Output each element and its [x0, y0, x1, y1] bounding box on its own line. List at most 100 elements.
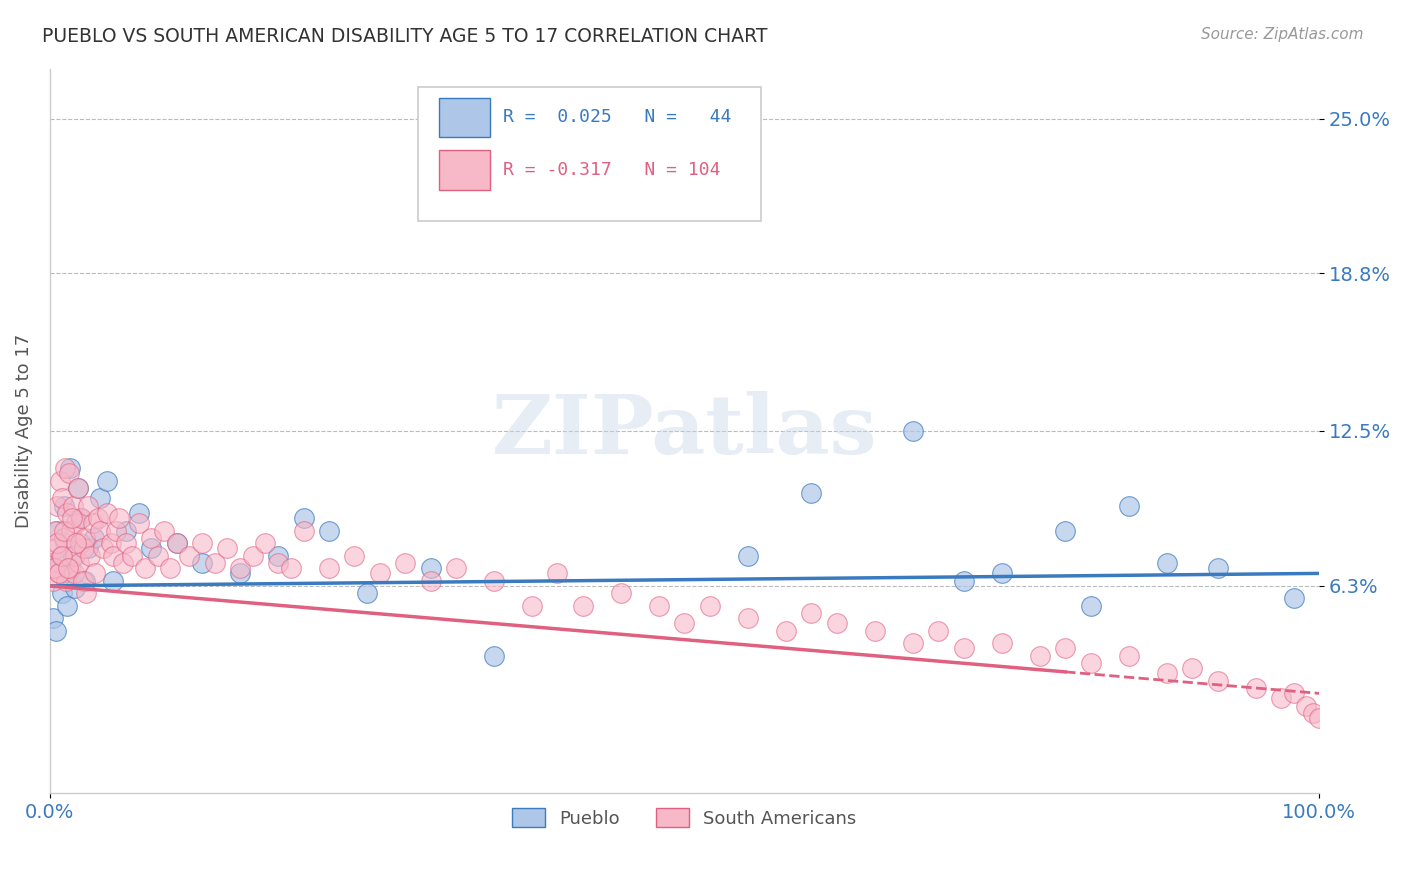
Point [1118, 499, 1140, 513]
Point [1054, 524, 1077, 538]
Point [292, 524, 315, 538]
Text: Source: ZipAtlas.com: Source: ZipAtlas.com [1201, 27, 1364, 42]
Point [1080, 599, 1102, 613]
Point [79, 549, 101, 563]
Point [42, 611, 65, 625]
Point [96, 474, 118, 488]
Point [60, 524, 83, 538]
Point [356, 586, 378, 600]
Point [737, 549, 759, 563]
Point [1308, 711, 1330, 725]
Point [53, 461, 76, 475]
Point [62, 566, 84, 581]
Point [66, 482, 89, 496]
Point [66, 482, 89, 496]
Point [648, 599, 671, 613]
Point [444, 561, 467, 575]
Point [991, 636, 1014, 650]
Point [70, 511, 93, 525]
Point [217, 541, 239, 556]
Point [1282, 591, 1305, 606]
Point [901, 424, 924, 438]
Point [191, 557, 214, 571]
Point [927, 624, 949, 638]
Point [1244, 681, 1267, 696]
Point [572, 599, 595, 613]
Point [280, 561, 302, 575]
Point [482, 574, 505, 588]
Point [42, 561, 65, 575]
Point [1302, 706, 1324, 721]
Point [153, 524, 176, 538]
Point [318, 561, 340, 575]
Point [800, 486, 823, 500]
Point [121, 549, 143, 563]
Point [76, 499, 98, 513]
Point [45, 541, 67, 556]
Point [800, 607, 823, 621]
Point [101, 549, 124, 563]
Text: PUEBLO VS SOUTH AMERICAN DISABILITY AGE 5 TO 17 CORRELATION CHART: PUEBLO VS SOUTH AMERICAN DISABILITY AGE … [42, 27, 768, 45]
Point [901, 636, 924, 650]
Point [49, 549, 72, 563]
Point [53, 524, 76, 538]
Point [1295, 698, 1317, 713]
Point [166, 536, 188, 550]
Point [146, 549, 169, 563]
Point [204, 557, 226, 571]
Point [112, 557, 135, 571]
Point [991, 566, 1014, 581]
Point [134, 561, 156, 575]
Point [49, 557, 72, 571]
Point [952, 641, 974, 656]
Point [46, 524, 69, 538]
Point [610, 586, 633, 600]
Point [419, 574, 441, 588]
Point [343, 549, 366, 563]
Point [48, 566, 70, 581]
Point [44, 524, 66, 538]
Point [191, 536, 214, 550]
Point [65, 536, 87, 550]
Point [72, 574, 94, 588]
Point [825, 616, 848, 631]
Point [100, 536, 122, 550]
Point [242, 549, 264, 563]
Point [55, 574, 77, 588]
Point [775, 624, 797, 638]
Point [1156, 557, 1178, 571]
Point [104, 524, 127, 538]
Point [52, 499, 75, 513]
Point [51, 491, 73, 506]
Point [292, 511, 315, 525]
Point [82, 516, 104, 531]
Point [1118, 648, 1140, 663]
Point [159, 561, 181, 575]
Point [83, 532, 105, 546]
Point [699, 599, 721, 613]
Point [267, 549, 290, 563]
Point [952, 574, 974, 588]
Point [229, 561, 252, 575]
Point [56, 599, 79, 613]
Point [59, 461, 82, 475]
Point [84, 566, 107, 581]
Point [1029, 648, 1052, 663]
Point [1054, 641, 1077, 656]
Legend: Pueblo, South Americans: Pueblo, South Americans [505, 801, 863, 835]
Point [1080, 657, 1102, 671]
Point [56, 561, 79, 575]
Point [101, 574, 124, 588]
Point [60, 511, 83, 525]
Point [53, 536, 76, 550]
Point [267, 557, 290, 571]
Point [62, 549, 84, 563]
Point [76, 586, 98, 600]
Point [56, 507, 79, 521]
Point [1206, 561, 1229, 575]
Point [1181, 661, 1204, 675]
Point [394, 557, 416, 571]
Point [91, 541, 114, 556]
Point [1156, 666, 1178, 681]
Point [128, 516, 150, 531]
